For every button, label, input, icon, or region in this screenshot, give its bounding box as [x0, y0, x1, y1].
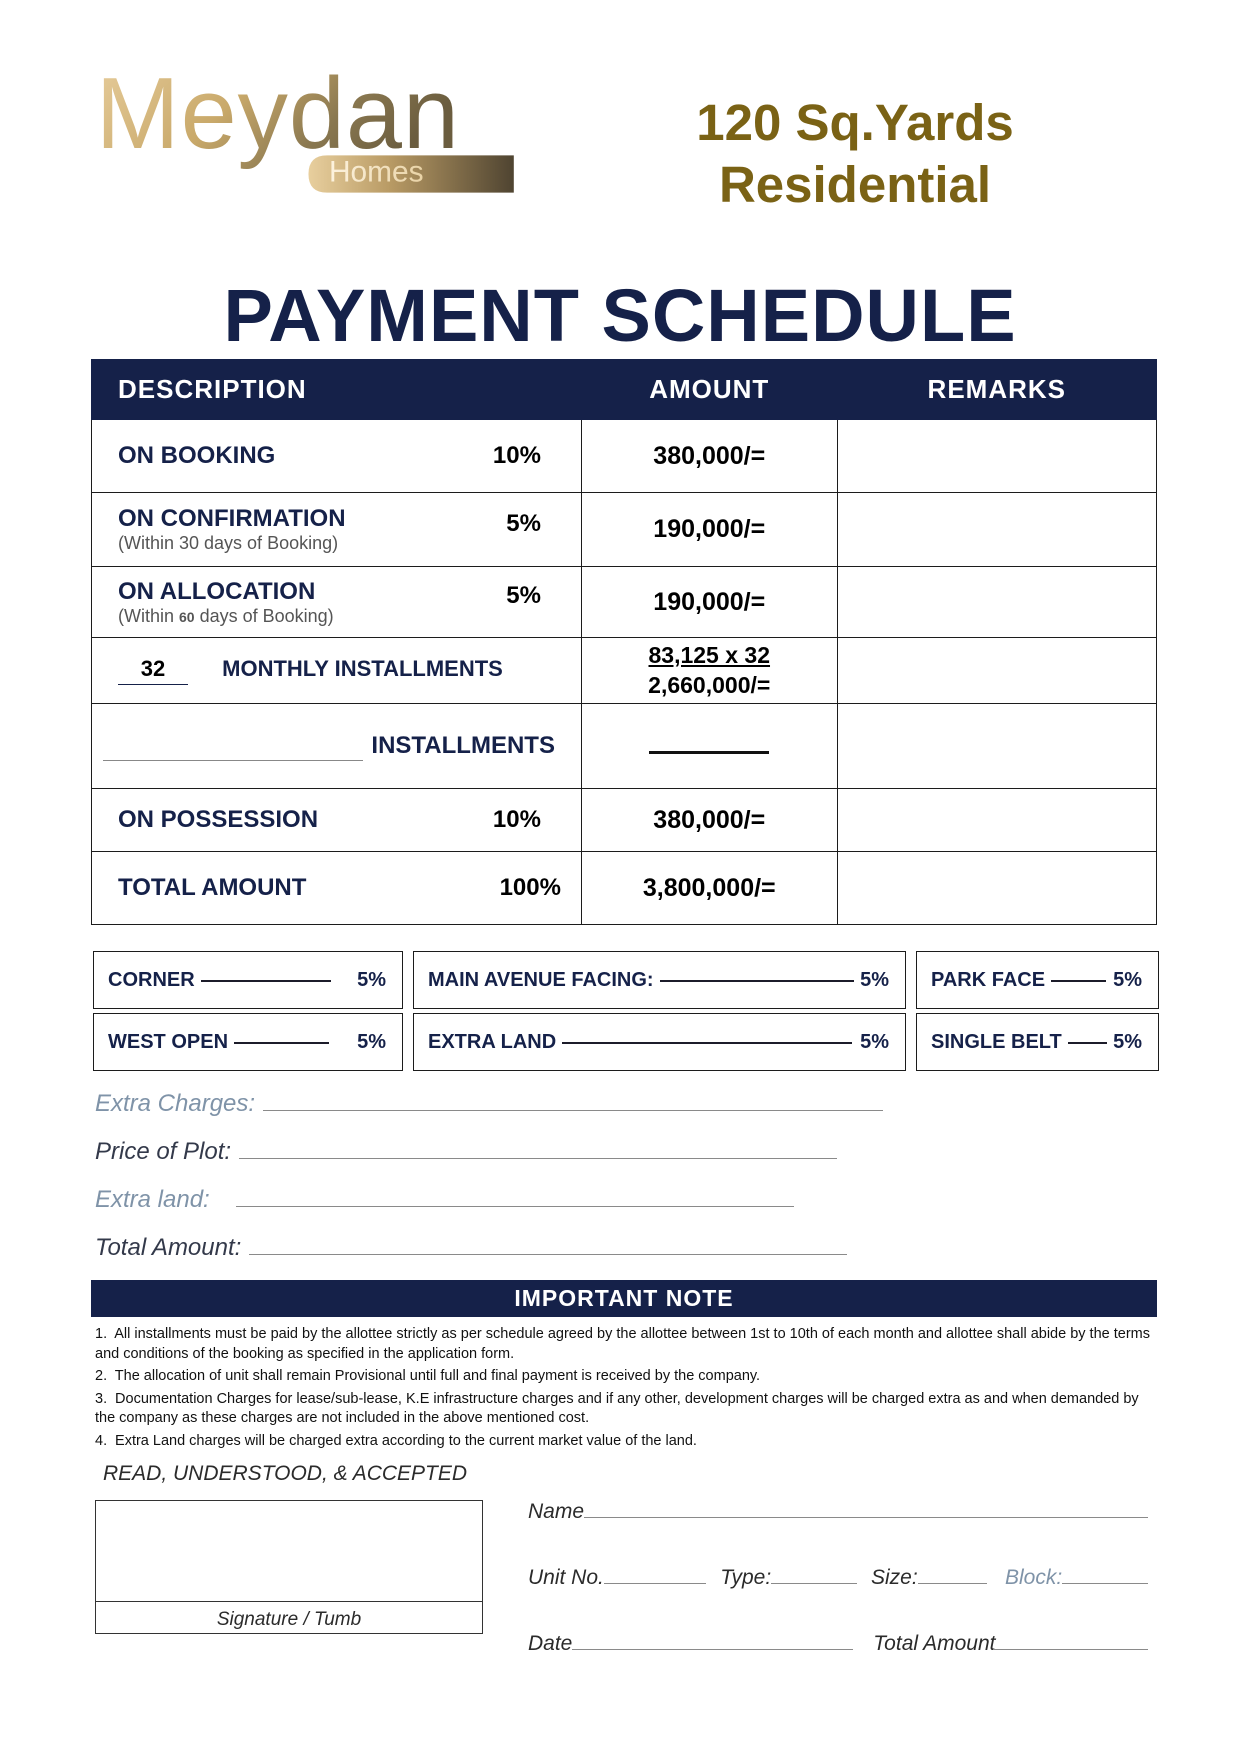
svg-text:Meydan: Meydan	[96, 62, 460, 170]
svg-text:Homes: Homes	[329, 155, 424, 188]
